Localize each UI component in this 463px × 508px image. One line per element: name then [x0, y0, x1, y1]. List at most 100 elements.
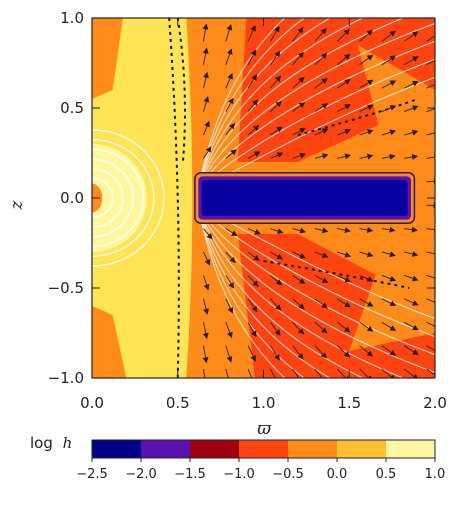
x-tick-label: 1.5: [337, 394, 361, 412]
velocity-arrow-23: [225, 72, 233, 89]
velocity-arrow-126: [403, 105, 419, 113]
velocity-arrow-122: [404, 251, 419, 257]
velocity-arrow-36: [247, 74, 258, 89]
velocity-arrow-59: [292, 152, 307, 159]
contour-3: [92, 148, 145, 248]
streamline-lower-7: [197, 206, 306, 378]
velocity-arrow-71: [314, 227, 329, 234]
velocity-arrow-41: [269, 321, 281, 336]
velocity-arrow-103: [359, 29, 374, 42]
contour-1: [92, 168, 124, 228]
region-corner-top: [92, 18, 123, 99]
velocity-arrow-50: [269, 50, 281, 66]
dashed-contour-2: [297, 98, 419, 136]
x-tick-label: 2.0: [423, 394, 447, 412]
velocity-arrow-56: [292, 274, 306, 285]
velocity-arrow-77: [314, 27, 327, 42]
velocity-arrow-87: [337, 104, 351, 113]
y-tick-label: 0.0: [60, 189, 84, 207]
velocity-arrow-43: [270, 275, 283, 286]
velocity-arrow-47: [270, 126, 283, 136]
velocity-arrow-138: [426, 178, 435, 185]
dashed-contour-3: [263, 260, 410, 289]
velocity-arrow-131: [426, 345, 435, 355]
velocity-arrow-109: [381, 251, 396, 258]
y-tick-label: 1.0: [60, 9, 84, 27]
velocity-arrow-49: [269, 75, 282, 89]
velocity-arrow-136: [426, 226, 435, 233]
velocity-arrow-25: [225, 23, 233, 42]
velocity-arrow-140: [426, 129, 435, 136]
torus: [194, 172, 416, 224]
velocity-arrow-73: [314, 128, 329, 136]
velocity-arrow-31: [247, 251, 260, 262]
velocity-arrow-68: [314, 298, 328, 309]
velocity-arrow-86: [337, 128, 352, 136]
velocity-arrow-115: [381, 55, 397, 66]
velocity-arrow-97: [359, 226, 374, 233]
velocity-arrow-125: [403, 129, 419, 136]
velocity-arrow-1: [202, 345, 209, 364]
velocity-arrow-104: [381, 368, 396, 378]
velocity-arrow-124: [404, 154, 419, 160]
y-axis-label: z: [7, 199, 27, 210]
streamline-upper-7: [197, 18, 306, 190]
velocity-arrow-120: [403, 298, 419, 306]
velocity-arrow-14: [225, 345, 233, 363]
torus-core: [201, 180, 408, 216]
streamline-upper-5: [197, 18, 364, 190]
streamline-lower-4: [197, 206, 405, 378]
velocity-arrow-9: [202, 96, 210, 112]
velocity-arrow-80: [336, 321, 351, 333]
dashed-contours: [168, 18, 419, 378]
contour-5: [92, 129, 165, 267]
velocity-arrow-7: [203, 146, 212, 159]
velocity-arrow-101: [359, 79, 374, 89]
streamline-upper-4: [197, 18, 405, 190]
velocity-arrow-12: [202, 23, 209, 42]
streamline-lower-6: [197, 206, 331, 378]
velocity-arrow-135: [426, 250, 435, 257]
velocity-arrow-123: [404, 226, 418, 233]
contour-2: [92, 158, 134, 238]
velocity-arrow-79: [336, 345, 351, 358]
velocity-arrow-64: [292, 26, 304, 42]
colorbar-tick-label: −0.5: [272, 467, 304, 482]
velocity-arrow-118: [403, 345, 419, 356]
white-contours: [92, 18, 435, 378]
velocity-arrow-15: [225, 322, 233, 339]
colorbar-bin-0: [92, 440, 141, 458]
velocity-arrow-29: [247, 298, 258, 313]
x-tick-label: 1.0: [252, 394, 276, 412]
streamline-upper-6: [197, 18, 331, 190]
velocity-arrow-76: [314, 52, 328, 66]
velocity-arrow-99: [359, 129, 374, 136]
streamline-lower-2: [197, 206, 435, 356]
velocity-arrow-113: [381, 105, 397, 113]
velocity-arrow-46: [270, 152, 284, 159]
colorbar-tick-label: −1.0: [223, 467, 255, 482]
velocity-arrow-81: [336, 298, 351, 308]
velocity-arrow-143: [426, 56, 435, 66]
velocity-arrow-61: [292, 102, 306, 112]
velocity-arrow-24: [225, 48, 233, 65]
velocity-arrow-54: [292, 321, 305, 335]
velocity-arrow-70: [314, 251, 329, 258]
velocity-arrow-133: [426, 298, 435, 306]
contour-0: [92, 177, 114, 219]
y-tick-label: 0.5: [60, 99, 84, 117]
velocity-arrow-51: [269, 25, 280, 42]
velocity-arrow-33: [247, 151, 261, 159]
velocity-arrow-110: [381, 226, 396, 233]
velocity-arrow-127: [403, 81, 419, 89]
velocity-arrow-48: [270, 100, 282, 112]
velocity-arrow-94: [359, 298, 374, 307]
colorbar-tick-label: −2.5: [76, 467, 108, 482]
velocity-arrow-65: [314, 368, 327, 378]
velocity-arrow-91: [359, 368, 373, 378]
colour-field: [92, 18, 435, 378]
velocity-arrow-111: [381, 153, 396, 160]
dashed-contour-1: [176, 18, 186, 163]
velocity-arrow-42: [269, 298, 282, 311]
